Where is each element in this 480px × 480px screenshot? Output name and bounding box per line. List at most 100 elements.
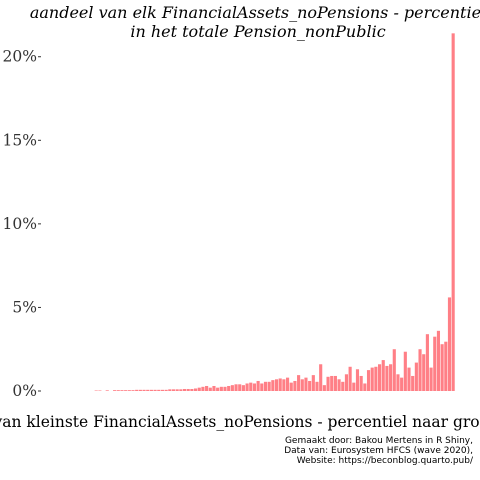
bar-13 <box>131 390 135 391</box>
bar-89 <box>411 375 415 391</box>
bar-85 <box>396 374 400 391</box>
bar-100 <box>451 33 455 392</box>
bars <box>94 33 455 392</box>
bar-22 <box>164 389 168 391</box>
caption-line-2: Data van: Eurosystem HFCS (wave 2020), <box>284 446 473 456</box>
bar-40 <box>230 385 234 391</box>
bar-38 <box>223 386 227 391</box>
bar-96 <box>436 330 441 391</box>
bar-92 <box>422 354 426 391</box>
bar-78 <box>370 367 374 391</box>
bar-73 <box>352 382 356 391</box>
bar-99 <box>447 297 452 391</box>
bar-68 <box>333 375 337 391</box>
bar-20 <box>157 389 161 391</box>
bar-58 <box>297 375 301 391</box>
bar-91 <box>418 349 422 391</box>
bar-54 <box>282 379 286 391</box>
bar-12 <box>127 390 131 391</box>
bar-84 <box>392 349 396 391</box>
bar-70 <box>341 381 345 391</box>
bar-31 <box>197 387 201 391</box>
caption-line-3: Website: https://beconblog.quarto.pub/ <box>297 456 474 466</box>
bar-4 <box>98 390 102 391</box>
bar-66 <box>326 376 330 391</box>
bar-10 <box>120 390 124 391</box>
bar-62 <box>311 375 315 391</box>
y-tick-label: 0% <box>12 382 37 400</box>
bar-61 <box>308 380 312 391</box>
bar-46 <box>252 383 257 391</box>
bar-75 <box>359 375 363 391</box>
bar-94 <box>429 367 433 391</box>
bar-16 <box>142 389 146 391</box>
bar-15 <box>138 389 142 391</box>
bar-52 <box>274 379 279 391</box>
bar-90 <box>414 362 418 391</box>
bar-51 <box>271 380 275 391</box>
bar-95 <box>433 336 437 391</box>
bar-86 <box>400 377 404 391</box>
bar-50 <box>267 381 271 391</box>
bar-79 <box>374 366 378 391</box>
bar-18 <box>149 389 153 391</box>
bar-27 <box>182 388 187 391</box>
bar-63 <box>315 381 319 391</box>
y-tick-label: 20% <box>3 48 37 66</box>
chart-title-line-1: aandeel van elk FinancialAssets_noPensio… <box>30 3 480 22</box>
bar-76 <box>363 383 367 391</box>
bar-17 <box>146 389 150 391</box>
bar-81 <box>381 360 385 391</box>
bar-74 <box>355 369 360 391</box>
bar-41 <box>234 384 238 391</box>
bar-97 <box>440 344 444 391</box>
bar-72 <box>348 366 352 391</box>
bar-80 <box>378 364 382 391</box>
bar-21 <box>160 389 165 391</box>
bar-34 <box>208 387 212 391</box>
bar-88 <box>407 367 411 391</box>
bar-24 <box>171 389 176 391</box>
bar-65 <box>322 385 326 391</box>
bar-26 <box>179 389 183 391</box>
bar-87 <box>403 351 407 391</box>
bar-33 <box>205 385 209 391</box>
bar-56 <box>289 382 293 391</box>
bar-44 <box>245 383 249 391</box>
bar-82 <box>385 365 389 391</box>
bar-14 <box>135 389 139 391</box>
bar-9 <box>116 390 120 391</box>
bar-36 <box>216 387 220 391</box>
bar-69 <box>337 379 341 391</box>
bar-39 <box>227 385 231 391</box>
chart-title-line-2: in het totale Pension_nonPublic <box>130 22 385 41</box>
bar-49 <box>263 381 268 391</box>
bar-93 <box>425 334 429 391</box>
bar-55 <box>286 377 290 391</box>
y-tick-label: 5% <box>12 298 37 316</box>
bar-25 <box>175 389 179 391</box>
bar-29 <box>190 388 194 391</box>
y-tick-label: 15% <box>3 131 37 149</box>
bar-11 <box>124 390 128 391</box>
bar-35 <box>212 385 216 391</box>
bar-19 <box>153 389 157 391</box>
bar-30 <box>194 388 198 391</box>
bar-71 <box>344 374 349 391</box>
bar-32 <box>201 386 205 391</box>
bar-37 <box>219 386 223 391</box>
bar-8 <box>113 390 117 391</box>
caption-line-1: Gemaakt door: Bakou Mertens in R Shiny, <box>285 436 473 446</box>
bar-43 <box>241 385 245 391</box>
bar-67 <box>330 375 334 391</box>
bar-77 <box>366 370 371 391</box>
bar-28 <box>186 388 190 391</box>
y-tick-label: 10% <box>3 215 37 233</box>
bar-53 <box>278 378 282 391</box>
bar-83 <box>389 364 393 391</box>
bar-98 <box>444 341 448 391</box>
bar-64 <box>319 364 323 391</box>
y-axis: 0% 5% 10% 15% 20% <box>3 48 41 400</box>
bar-42 <box>238 384 242 391</box>
